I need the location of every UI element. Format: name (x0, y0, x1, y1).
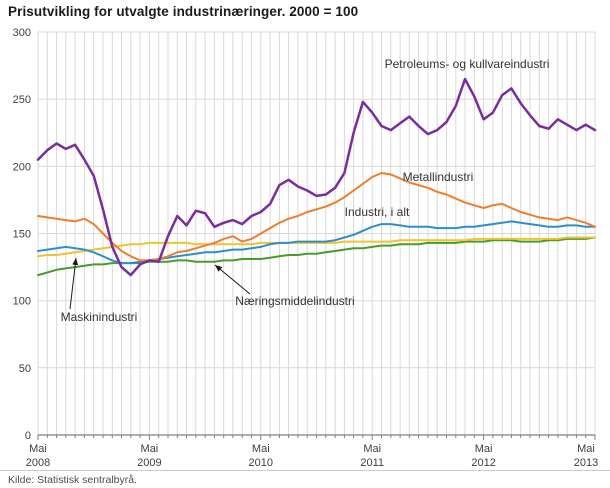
series-line-petroleums-og-kullvareindustri (36, 77, 597, 277)
y-axis-tick-label: 50 (19, 363, 31, 375)
x-axis-year-label: 2011 (360, 457, 384, 469)
x-axis-month-label: Mai (141, 443, 159, 455)
x-axis-month-label: Mai (363, 443, 381, 455)
y-axis-tick-label: 300 (13, 27, 31, 39)
source-text: Kilde: Statistisk sentralbyrå. (8, 474, 137, 486)
y-axis-tick-label: 0 (25, 430, 31, 442)
annotation-arrow (214, 264, 251, 295)
footer-divider (0, 470, 610, 471)
series-label: Petroleums- og kullvareindustri (385, 57, 550, 71)
series-line-industri-i-alt (37, 220, 596, 265)
series-label: Metallindustri (403, 170, 474, 184)
x-axis-year-label: 2012 (471, 457, 495, 469)
y-axis-tick-label: 100 (13, 296, 31, 308)
chart-svg: 0 50 100 150 200 250 300 Mai 2008 Mai 2009 Mai 2010 M… (13, 27, 599, 469)
x-axis-year-label: 2008 (26, 457, 50, 469)
x-axis-month-label: Mai (577, 443, 595, 455)
x-axis-year-label: 2010 (249, 457, 273, 469)
series-label: Maskinindustri (61, 310, 138, 324)
y-axis-tick-label: 150 (13, 229, 31, 241)
y-axis-tick-label: 250 (13, 94, 31, 106)
series-line-metallindustri (37, 172, 596, 262)
series-label: Industri, i alt (345, 205, 410, 219)
x-axis-month-label: Mai (475, 443, 493, 455)
y-axis-tick-label: 200 (13, 161, 31, 173)
series-label: Næringsmiddelindustri (235, 294, 354, 308)
x-axis-year-label: 2009 (137, 457, 161, 469)
x-axis-year-label: 2013 (574, 457, 598, 469)
series-line-maskinindustri (37, 236, 596, 258)
annotation-arrow (69, 257, 79, 310)
chart-title: Prisutvikling for utvalgte industrinærin… (8, 4, 359, 19)
x-axis-month-label: Mai (252, 443, 270, 455)
x-axis-month-label: Mai (29, 443, 47, 455)
